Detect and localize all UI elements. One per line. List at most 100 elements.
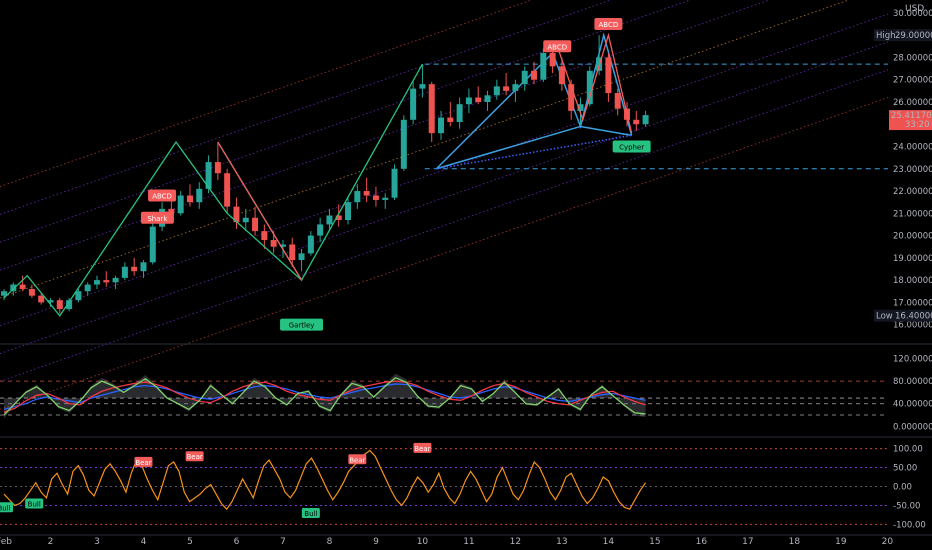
candle-body: [205, 162, 212, 189]
momentum-tag-text: Bull: [28, 501, 41, 509]
last-price-badge: 25.4117000033:20: [889, 110, 932, 131]
low-badge-bg: [874, 309, 932, 322]
candle-body: [568, 84, 575, 111]
candle-body: [289, 244, 296, 261]
candle-body: [465, 97, 472, 105]
candle-body: [633, 119, 640, 125]
x-tick-label: 10: [417, 537, 429, 547]
pattern-label-abcd: ABCD: [543, 40, 572, 53]
last-price-bg: [889, 110, 932, 131]
momentum-tick-label: 0.00: [893, 483, 912, 493]
price-tick-label: 21.00000000: [893, 209, 932, 219]
candle-body: [493, 86, 500, 96]
x-tick-label: 5: [187, 537, 193, 547]
momentum-tag-bear: Bear: [185, 451, 204, 462]
x-tick-label: 6: [234, 537, 240, 547]
momentum-tag-bear: Bear: [413, 442, 432, 453]
price-tick-label: 27.00000000: [893, 76, 932, 86]
candle-body: [549, 52, 556, 67]
currency-label: USD: [905, 4, 924, 14]
x-tick-label: 17: [742, 537, 753, 547]
channel-line: [0, 0, 692, 243]
pattern-label-box: [612, 140, 651, 153]
candle-body: [196, 188, 203, 203]
candle-body: [345, 202, 352, 220]
momentum-tick-label: -50.00: [893, 501, 920, 511]
momentum-tag-text: Bull: [304, 510, 317, 518]
candle-body: [28, 289, 35, 296]
candle-body: [252, 217, 259, 232]
momentum-tag-bull: Bull: [25, 498, 44, 509]
candle-body: [363, 191, 370, 196]
gartley-pattern-line: [3, 140, 302, 317]
countdown-timer: 33:20: [905, 120, 930, 130]
pattern-label-abcd: ABCD: [148, 189, 177, 202]
oscillator-pane[interactable]: [0, 373, 932, 438]
candle-body: [214, 162, 221, 174]
price-tick-label: 20.00000000: [893, 232, 932, 242]
pattern-label-text: ABCD: [152, 192, 172, 200]
x-tick-label: 9: [373, 537, 379, 547]
candle-body: [168, 208, 175, 214]
candle-body: [354, 191, 361, 203]
momentum-tag-text: Bull: [0, 504, 11, 512]
candle-body: [307, 235, 314, 254]
candle-body: [614, 93, 621, 109]
momentum-tag-text: Bear: [414, 445, 430, 453]
candle-body: [642, 115, 649, 125]
price-tick-label: 22.00000000: [893, 187, 932, 197]
candle-body: [298, 253, 305, 261]
momentum-tag-bull: Bull: [0, 502, 13, 512]
cypher-pattern-base: [436, 125, 632, 170]
candle-body: [428, 84, 435, 134]
candle-body: [75, 291, 82, 301]
candle-body: [335, 215, 342, 220]
candle-body: [149, 226, 156, 263]
candle-body: [419, 84, 426, 89]
candle-body: [112, 277, 119, 283]
candle-body: [521, 70, 528, 85]
candle-body: [19, 284, 26, 290]
momentum-pane[interactable]: Bull Bull Bear Bear Bull Bear Bear: [0, 442, 932, 536]
price-tick-label: 23.00000000: [893, 165, 932, 175]
candle-body: [131, 266, 138, 272]
pattern-label-box: [140, 211, 174, 224]
candle-body: [242, 217, 249, 223]
last-price-value: 25.41170000: [891, 111, 932, 121]
price-pane[interactable]: Gartley Shark ABCD ABCD ABCD Cypher: [0, 0, 932, 410]
price-tick-label: 24.00000000: [893, 143, 932, 153]
pattern-label-gartley: Gartley: [280, 318, 324, 331]
pattern-label-box: [280, 318, 324, 331]
candle-body: [605, 57, 612, 94]
price-tick-label: 19.00000000: [893, 254, 932, 264]
price-tick-label: 30.00000000: [893, 9, 932, 19]
candle-body: [382, 197, 389, 200]
candle-body: [47, 300, 54, 303]
momentum-tick-label: 50.00: [893, 464, 917, 474]
oscillator-series-2: [3, 376, 646, 416]
pattern-label-abcd: ABCD: [594, 18, 623, 31]
candle-body: [512, 84, 519, 91]
momentum-tag-text: Bear: [186, 453, 202, 461]
x-tick-label: 8: [327, 537, 333, 547]
low-value: 16.40000000: [895, 312, 932, 322]
candle-body: [475, 97, 482, 102]
momentum-tag-bull: Bull: [301, 507, 320, 518]
candle-body: [93, 280, 100, 285]
momentum-tag-text: Bear: [135, 459, 151, 467]
momentum-tag-box: [413, 442, 432, 453]
x-tick-label: 11: [463, 537, 474, 547]
oscillator-tick-label: 120.0000000: [893, 354, 932, 364]
oscillator-histogram: [4, 373, 646, 419]
low-label: Low: [876, 312, 893, 322]
candle-body: [66, 300, 73, 310]
pattern-label-box: [594, 18, 623, 31]
momentum-tag-box: [0, 502, 13, 513]
pattern-label-shark: Shark: [140, 211, 174, 224]
candle-body: [372, 195, 379, 200]
pattern-label-cypher: Cypher: [612, 140, 651, 153]
candle-body: [391, 168, 398, 198]
oscillator-series-1: [3, 380, 646, 413]
cypher-pattern-dotted: [436, 134, 632, 170]
